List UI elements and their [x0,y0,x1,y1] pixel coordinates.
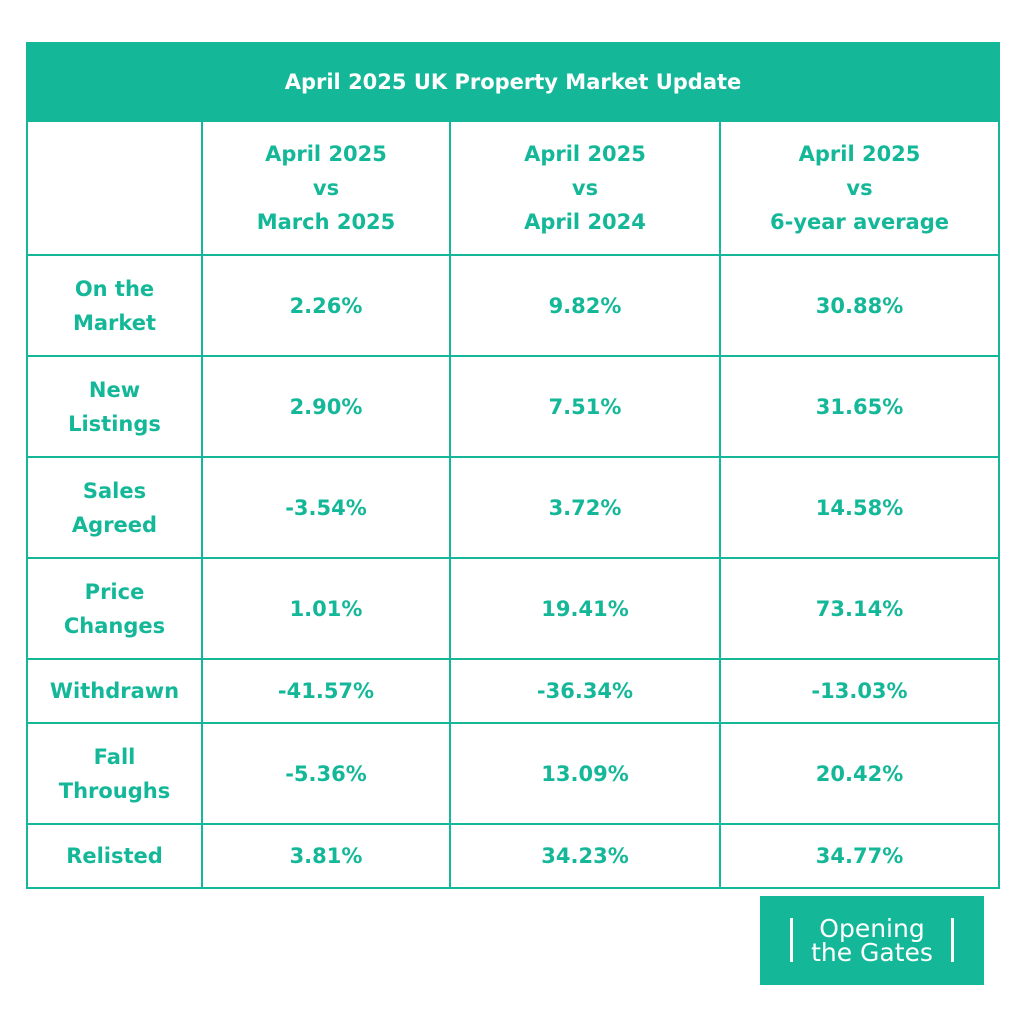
table-cell: 30.88% [718,254,1001,357]
table-row: Sales Agreed -3.54% 3.72% 14.58% [26,456,1001,559]
row-label-fall-throughs: Fall Throughs [26,722,203,825]
row-label-line: Listings [68,411,161,436]
row-label-line: Agreed [71,512,158,537]
table-cell: -3.54% [201,456,451,559]
column-header-line: April 2025 [524,142,646,166]
column-header-line: 6-year average [770,210,950,234]
table-cell: -36.34% [449,658,721,724]
table-cell: 73.14% [718,557,1001,660]
row-label-line: On the [74,276,155,301]
market-update-table: April 2025 UK Property Market Update Apr… [25,42,1001,889]
table-cell: -5.36% [201,722,451,825]
table-row: Fall Throughs -5.36% 13.09% 20.42% [26,722,1001,825]
table-cell: 2.90% [201,355,451,458]
row-label-line: Market [72,310,157,335]
table-cell: 34.77% [718,823,1001,889]
table-cell: 9.82% [449,254,721,357]
logo-text: Opening the Gates [811,913,933,967]
logo-line-1: Opening [819,913,925,943]
table-cell: 14.58% [718,456,1001,559]
row-label-new-listings: New Listings [26,355,203,458]
row-label-sales-agreed: Sales Agreed [26,456,203,559]
table-row: New Listings 2.90% 7.51% 31.65% [26,355,1001,458]
row-label-line: Fall [93,744,136,769]
column-header-line: April 2025 [265,142,387,166]
table-cell: 20.42% [718,722,1001,825]
table-cell: 13.09% [449,722,721,825]
market-update-table-wrap: April 2025 UK Property Market Update Apr… [25,42,1001,889]
table-row: Relisted 3.81% 34.23% 34.77% [26,823,1001,889]
logo-line-2: the Gates [811,937,933,967]
table-cell: -41.57% [201,658,451,724]
table-cell: 3.72% [449,456,721,559]
row-label-price-changes: Price Changes [26,557,203,660]
row-label-on-the-market: On the Market [26,254,203,357]
corner-cell [26,120,203,256]
table-row: Price Changes 1.01% 19.41% 73.14% [26,557,1001,660]
opening-the-gates-logo: Opening the Gates [760,896,984,985]
table-row: On the Market 2.26% 9.82% 30.88% [26,254,1001,357]
column-header-line: March 2025 [256,210,396,234]
row-label-line: New [88,377,141,402]
logo-bar-right [951,918,954,962]
column-header-line: vs [571,176,599,200]
column-header-vs-6-year-average: April 2025 vs 6-year average [718,120,1001,256]
table-cell: 34.23% [449,823,721,889]
row-label-line: Sales [82,478,147,503]
table-cell: 7.51% [449,355,721,458]
table-row: Withdrawn -41.57% -36.34% -13.03% [26,658,1001,724]
column-header-line: April 2025 [798,142,921,166]
row-label-line: Throughs [58,778,171,803]
row-label-line: Withdrawn [49,679,180,703]
column-header-line: vs [312,176,340,200]
table-cell: 2.26% [201,254,451,357]
table-cell: 31.65% [718,355,1001,458]
row-label-line: Price [84,579,145,604]
row-label-relisted: Relisted [26,823,203,889]
column-header-line: April 2024 [524,210,646,234]
row-label-withdrawn: Withdrawn [26,658,203,724]
table-cell: 1.01% [201,557,451,660]
table-cell: 19.41% [449,557,721,660]
row-label-line: Changes [63,613,166,638]
table-title: April 2025 UK Property Market Update [25,42,1001,122]
column-header-vs-march-2025: April 2025 vs March 2025 [201,120,451,256]
column-header-vs-april-2024: April 2025 vs April 2024 [449,120,721,256]
table-cell: -13.03% [718,658,1001,724]
logo-bar-left [790,918,793,962]
table-cell: 3.81% [201,823,451,889]
row-label-line: Relisted [66,844,163,868]
column-header-line: vs [846,176,873,200]
